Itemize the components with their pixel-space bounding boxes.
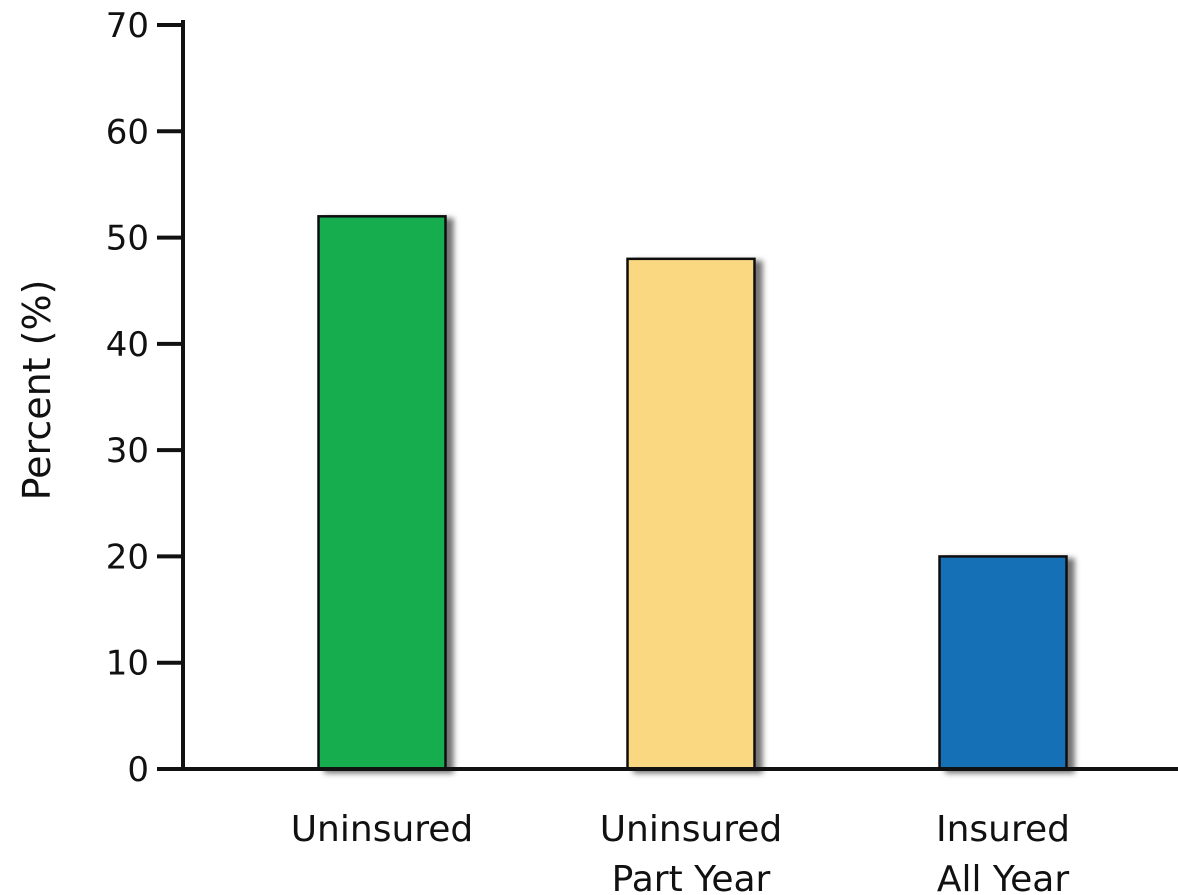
x-category-label: Uninsured	[291, 809, 474, 850]
x-category-label: Part Year	[612, 859, 771, 895]
y-axis-title: Percent (%)	[15, 280, 59, 501]
y-tick-label: 60	[106, 112, 149, 152]
bars	[317, 215, 1068, 771]
bar	[938, 555, 1068, 771]
y-tick-label: 50	[106, 219, 149, 259]
bar	[626, 257, 756, 771]
y-tick-label: 70	[106, 6, 149, 46]
y-tick-label: 20	[106, 537, 149, 577]
y-tick-label: 40	[106, 325, 149, 365]
y-axis-ticks: 0 10 20 30 40 50 60 70	[106, 6, 183, 790]
x-category-label: All Year	[937, 859, 1069, 895]
x-category-label: Insured	[936, 809, 1070, 850]
y-tick-label: 0	[127, 750, 149, 790]
x-axis-labels: Uninsured Uninsured Part Year Insured All Ye…	[291, 809, 1070, 895]
x-category-label: Uninsured	[600, 809, 783, 850]
y-tick-label: 10	[106, 644, 149, 684]
y-tick-label: 30	[106, 431, 149, 471]
bar	[317, 215, 447, 771]
